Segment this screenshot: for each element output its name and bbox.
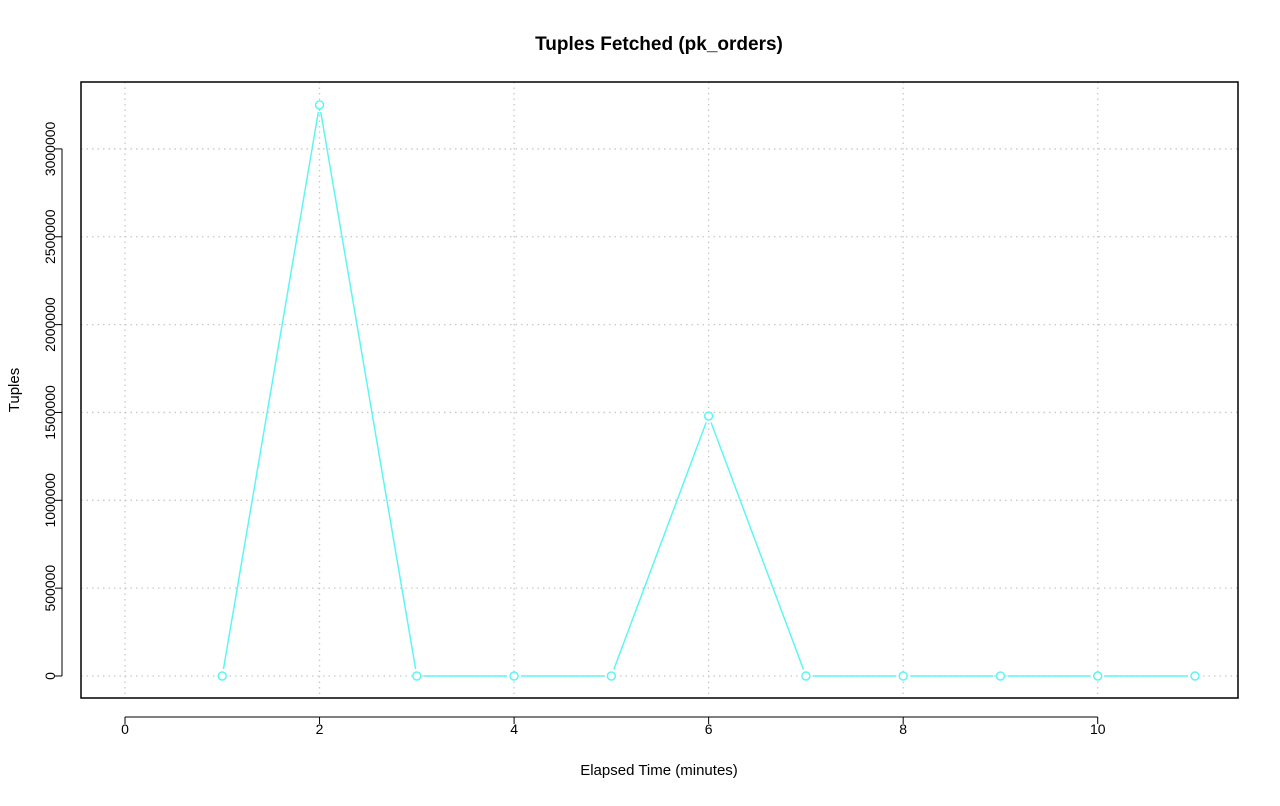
x-tick-label: 0 xyxy=(121,721,129,737)
plot-frame xyxy=(80,81,1239,699)
x-axis-label: Elapsed Time (minutes) xyxy=(580,762,738,779)
data-point xyxy=(412,671,422,681)
x-tick-label: 6 xyxy=(705,721,713,737)
x-tick-label: 8 xyxy=(899,721,907,737)
series-line-segment xyxy=(319,111,417,670)
y-axis: 0 500000 1000000 1500000 2000000 2500000 30000… xyxy=(42,121,63,680)
x-tick-label: 4 xyxy=(510,721,518,737)
y-axis-label: Tuples xyxy=(6,368,23,412)
data-point xyxy=(703,411,714,421)
y-tick-label: 2000000 xyxy=(42,297,58,352)
y-tick-label: 2500000 xyxy=(42,209,58,264)
data-point xyxy=(898,671,908,681)
data-point xyxy=(314,100,325,110)
series-line-segment xyxy=(710,422,805,670)
grid xyxy=(81,82,1238,698)
y-tick-label: 1500000 xyxy=(42,385,58,440)
y-tick-label: 500000 xyxy=(42,565,58,612)
data-point xyxy=(1092,671,1103,681)
data-point xyxy=(606,671,617,681)
x-tick-label: 10 xyxy=(1090,721,1106,737)
y-tick-label: 3000000 xyxy=(42,121,58,176)
data-point xyxy=(217,671,228,681)
data-point xyxy=(801,671,811,681)
series-layer xyxy=(217,100,1200,681)
y-tick-label: 1000000 xyxy=(42,473,58,528)
data-point xyxy=(1190,671,1200,681)
series-line-segment xyxy=(613,422,707,670)
y-tick-label: 0 xyxy=(42,672,58,680)
x-tick-label: 2 xyxy=(316,721,324,737)
data-point xyxy=(509,671,519,681)
data-point xyxy=(995,671,1006,681)
chart-title: Tuples Fetched (pk_orders) xyxy=(535,34,783,55)
series-line-segment xyxy=(222,111,320,670)
x-axis: 0 2 4 6 8 10 xyxy=(121,716,1106,737)
